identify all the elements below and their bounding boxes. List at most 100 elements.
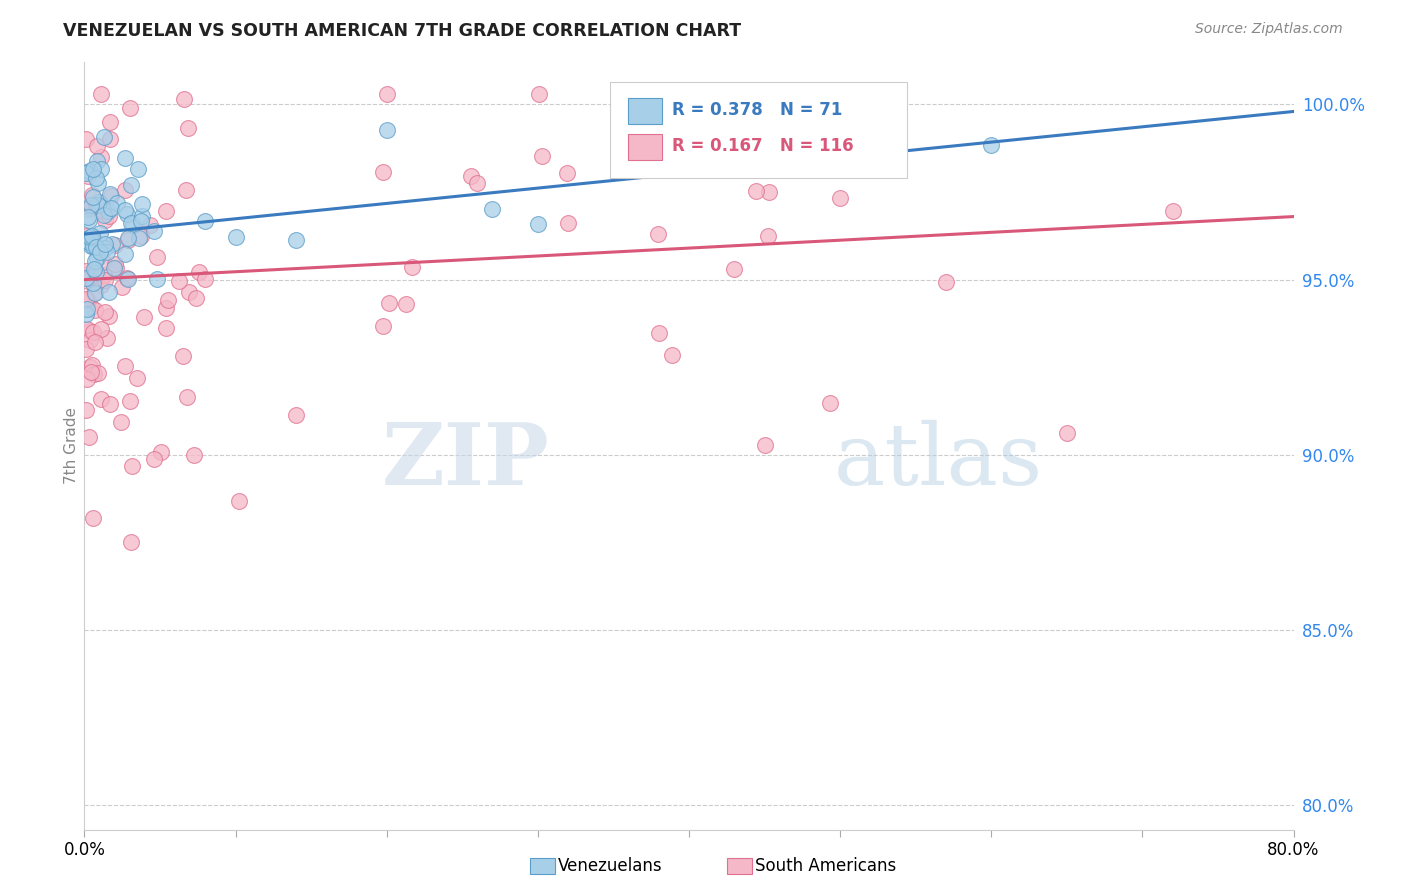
Point bbox=[77, 267, 100, 281]
Point bbox=[111, 279, 134, 293]
Point bbox=[83, 286, 105, 301]
Point bbox=[375, 87, 398, 101]
Point bbox=[173, 92, 195, 106]
Point bbox=[117, 231, 139, 245]
Point bbox=[77, 163, 100, 178]
Point bbox=[371, 164, 394, 178]
Point bbox=[87, 176, 110, 190]
Point bbox=[77, 235, 100, 249]
Point bbox=[82, 231, 104, 245]
Point bbox=[86, 241, 108, 255]
Point bbox=[375, 123, 398, 137]
Point bbox=[167, 274, 190, 288]
Point bbox=[149, 445, 172, 459]
Point bbox=[82, 277, 104, 291]
Point bbox=[79, 271, 101, 285]
Point bbox=[146, 250, 169, 264]
Text: ZIP: ZIP bbox=[382, 419, 550, 503]
Point bbox=[82, 228, 104, 243]
Point bbox=[75, 342, 97, 356]
Point bbox=[661, 348, 683, 362]
Text: Venezuelans: Venezuelans bbox=[558, 857, 662, 875]
Point bbox=[100, 189, 122, 203]
Point bbox=[90, 162, 112, 177]
Text: atlas: atlas bbox=[834, 420, 1043, 503]
Point bbox=[1161, 203, 1184, 218]
Point bbox=[285, 408, 308, 422]
Point bbox=[82, 358, 104, 372]
Point bbox=[194, 272, 217, 286]
Point bbox=[84, 334, 107, 349]
Point bbox=[96, 244, 118, 259]
Point bbox=[83, 286, 105, 301]
Point bbox=[86, 251, 108, 265]
Point bbox=[127, 161, 149, 176]
Point bbox=[75, 232, 97, 246]
Point bbox=[77, 169, 100, 184]
Point bbox=[91, 255, 114, 269]
Point bbox=[117, 233, 139, 247]
Point bbox=[75, 228, 97, 243]
Point bbox=[90, 392, 112, 406]
Point bbox=[121, 458, 143, 473]
Point bbox=[77, 429, 100, 443]
Point bbox=[378, 296, 401, 310]
Point bbox=[82, 511, 104, 525]
Point bbox=[174, 182, 197, 196]
Point bbox=[115, 271, 138, 285]
Point bbox=[93, 130, 115, 145]
Point bbox=[82, 239, 104, 253]
Point bbox=[76, 321, 98, 335]
Point bbox=[155, 301, 177, 315]
Point bbox=[75, 202, 97, 216]
Point bbox=[98, 186, 121, 201]
Point bbox=[100, 202, 122, 216]
Point bbox=[285, 233, 308, 247]
Point bbox=[76, 301, 98, 316]
Point bbox=[738, 154, 761, 169]
Point bbox=[77, 212, 100, 227]
Point bbox=[86, 154, 108, 169]
Point bbox=[93, 204, 115, 219]
Point bbox=[76, 371, 98, 385]
Point bbox=[745, 185, 768, 199]
Point bbox=[89, 244, 111, 259]
Point bbox=[110, 415, 132, 429]
Point bbox=[758, 185, 780, 199]
Point bbox=[75, 264, 97, 278]
Point bbox=[401, 260, 423, 274]
Point bbox=[77, 211, 100, 225]
Point bbox=[155, 321, 177, 335]
Point bbox=[79, 334, 101, 348]
Point bbox=[87, 366, 110, 380]
Point bbox=[114, 359, 136, 374]
Point bbox=[93, 208, 115, 222]
Point bbox=[98, 114, 121, 128]
Point bbox=[87, 198, 110, 212]
Point bbox=[460, 169, 482, 183]
Point bbox=[131, 197, 153, 211]
Point bbox=[142, 452, 165, 467]
Bar bbox=[628, 134, 662, 160]
Y-axis label: 7th Grade: 7th Grade bbox=[63, 408, 79, 484]
Point bbox=[146, 271, 169, 285]
Point bbox=[84, 254, 107, 268]
Point bbox=[156, 293, 179, 308]
Point bbox=[120, 178, 142, 192]
Point bbox=[84, 237, 107, 252]
Point bbox=[228, 494, 250, 508]
Point bbox=[98, 397, 121, 411]
Point bbox=[79, 201, 101, 215]
Bar bbox=[628, 98, 662, 124]
Point bbox=[118, 101, 141, 115]
Point bbox=[139, 218, 162, 232]
Text: R = 0.378   N = 71: R = 0.378 N = 71 bbox=[672, 101, 842, 119]
Point bbox=[122, 218, 145, 232]
Point bbox=[82, 325, 104, 339]
Point bbox=[555, 166, 578, 180]
Point bbox=[105, 195, 128, 210]
Point bbox=[75, 403, 97, 417]
Point bbox=[97, 285, 120, 300]
Point bbox=[129, 228, 152, 243]
Point bbox=[96, 331, 118, 345]
